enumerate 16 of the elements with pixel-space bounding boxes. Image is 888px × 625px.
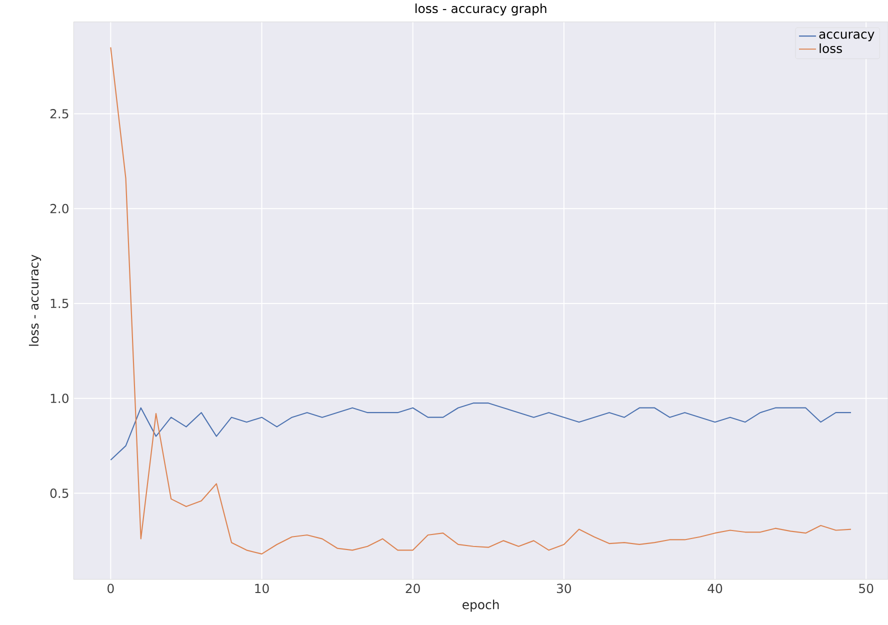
x-tick-label: 40 xyxy=(708,584,722,594)
legend-label: accuracy xyxy=(819,32,874,42)
chart-title: loss - accuracy graph xyxy=(416,3,546,16)
x-axis-title: epoch xyxy=(462,600,499,612)
x-tick-label: 30 xyxy=(556,584,572,594)
y-axis-title: loss - accuracy xyxy=(28,254,42,346)
legend-label: loss xyxy=(820,43,842,53)
y-tick-label: 2.0 xyxy=(50,204,68,214)
x-tick-label: 0 xyxy=(108,584,114,594)
y-tick-label: 1.0 xyxy=(50,394,68,403)
x-tick-label: 10 xyxy=(255,584,269,594)
y-tick-label: 2.5 xyxy=(50,108,68,118)
x-tick-label: 50 xyxy=(859,584,874,594)
x-tick-label: 20 xyxy=(406,584,420,594)
y-tick-label: 1.5 xyxy=(50,298,68,308)
y-tick-label: 0.5 xyxy=(50,488,68,498)
